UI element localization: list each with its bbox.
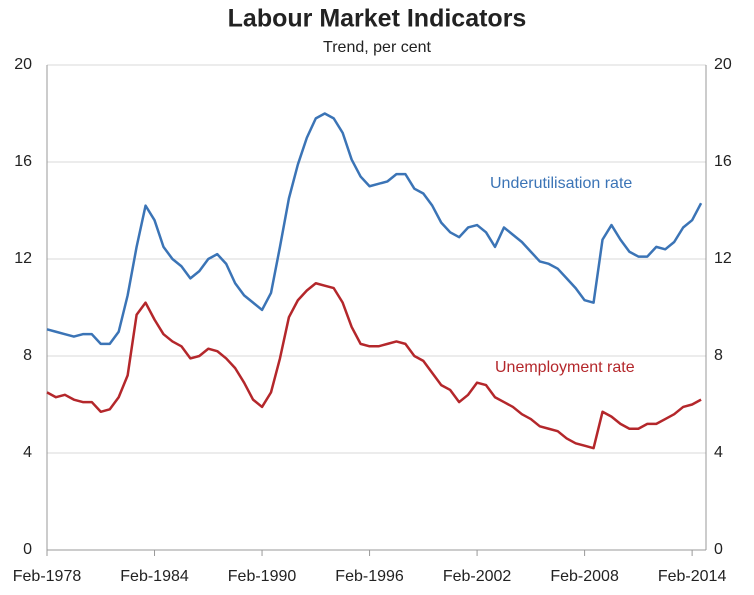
y-tick-label: 4 [23,444,32,461]
y-tick-label: 12 [14,250,32,267]
y2-tick-label: 4 [714,444,723,461]
x-tick-label: Feb-1990 [228,568,297,585]
y2-tick-label: 16 [714,153,732,170]
y-tick-label: 20 [14,56,32,73]
y-tick-label: 16 [14,153,32,170]
y2-tick-label: 8 [714,347,723,364]
series-label: Underutilisation rate [490,175,632,192]
x-tick-label: Feb-2002 [443,568,512,585]
y2-tick-label: 20 [714,56,732,73]
series-label: Unemployment rate [495,359,635,376]
y2-tick-label: 0 [714,541,723,558]
x-tick-label: Feb-1984 [120,568,189,585]
chart-title: Labour Market Indicators [228,5,527,33]
y-tick-label: 8 [23,347,32,364]
x-tick-label: Feb-1996 [335,568,404,585]
y2-tick-label: 12 [714,250,732,267]
series-line [46,112,703,346]
series-line [46,282,702,450]
x-tick-label: Feb-2008 [550,568,619,585]
chart-subtitle: Trend, per cent [323,39,431,56]
x-tick-label: Feb-1978 [13,568,82,585]
x-tick-label: Feb-2014 [658,568,727,585]
y-tick-label: 0 [23,541,32,558]
